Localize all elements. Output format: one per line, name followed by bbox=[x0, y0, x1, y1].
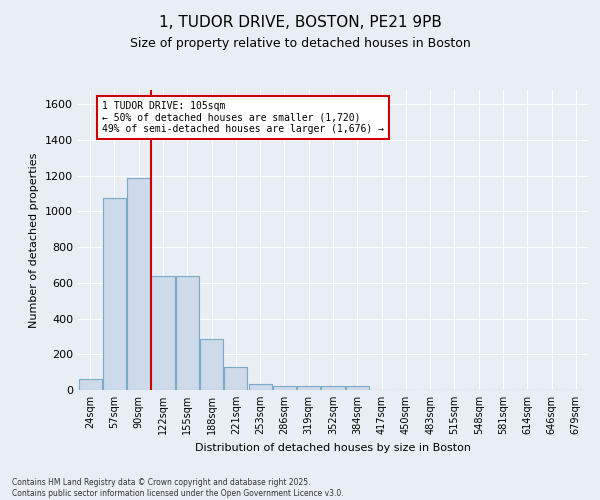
Bar bbox=[151, 276, 175, 390]
Bar bbox=[322, 386, 344, 390]
Y-axis label: Number of detached properties: Number of detached properties bbox=[29, 152, 40, 328]
Bar bbox=[297, 386, 320, 390]
Bar bbox=[346, 386, 369, 390]
Bar bbox=[273, 386, 296, 390]
Bar bbox=[176, 276, 199, 390]
Bar bbox=[248, 384, 272, 390]
Bar bbox=[79, 380, 101, 390]
X-axis label: Distribution of detached houses by size in Boston: Distribution of detached houses by size … bbox=[195, 442, 471, 452]
Text: Contains HM Land Registry data © Crown copyright and database right 2025.
Contai: Contains HM Land Registry data © Crown c… bbox=[12, 478, 344, 498]
Text: 1, TUDOR DRIVE, BOSTON, PE21 9PB: 1, TUDOR DRIVE, BOSTON, PE21 9PB bbox=[158, 15, 442, 30]
Bar bbox=[200, 339, 223, 390]
Text: Size of property relative to detached houses in Boston: Size of property relative to detached ho… bbox=[130, 38, 470, 51]
Bar bbox=[103, 198, 126, 390]
Bar bbox=[127, 178, 150, 390]
Bar bbox=[224, 367, 247, 390]
Text: 1 TUDOR DRIVE: 105sqm
← 50% of detached houses are smaller (1,720)
49% of semi-d: 1 TUDOR DRIVE: 105sqm ← 50% of detached … bbox=[102, 100, 384, 134]
